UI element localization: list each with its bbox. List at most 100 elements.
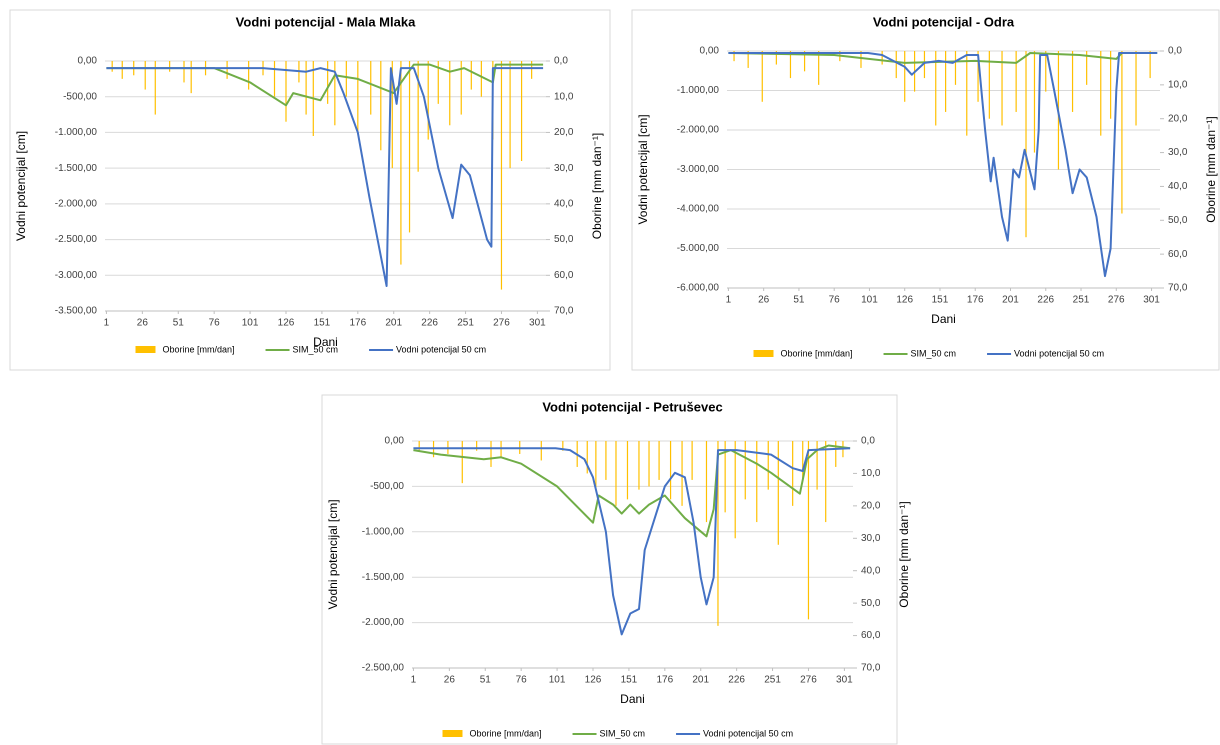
y-tick-label: -2.000,00 xyxy=(362,617,405,628)
x-tick-label: 76 xyxy=(516,675,528,686)
bar xyxy=(605,441,607,480)
x-tick-label: 26 xyxy=(444,675,456,686)
bar xyxy=(669,441,672,500)
bar xyxy=(904,51,906,102)
bar xyxy=(807,441,810,620)
bar xyxy=(449,61,451,126)
bar xyxy=(705,441,708,523)
bar xyxy=(1100,51,1102,136)
bar xyxy=(1121,51,1123,214)
bar xyxy=(1001,51,1003,126)
legend-label: SIM_50 cm xyxy=(293,344,339,354)
bar xyxy=(586,441,588,474)
x-tick-label: 76 xyxy=(829,295,841,306)
bar xyxy=(169,61,171,72)
bar xyxy=(802,441,804,480)
bar xyxy=(816,441,818,490)
x-tick-label: 276 xyxy=(1108,295,1125,306)
legend-label: Oborine [mm/dan] xyxy=(470,728,542,738)
bar xyxy=(226,61,228,79)
y-tick-label: -1.000,00 xyxy=(677,85,720,96)
y-tick-label: -4.000,00 xyxy=(677,204,720,215)
bar xyxy=(531,61,533,79)
x-tick-label: 126 xyxy=(278,318,295,329)
x-tick-label: 151 xyxy=(314,318,331,329)
y-tick-label: -3.500,00 xyxy=(55,306,98,317)
bar xyxy=(285,61,287,122)
x-tick-label: 126 xyxy=(585,675,602,686)
x-tick-label: 101 xyxy=(861,295,878,306)
bar xyxy=(681,441,683,506)
y-tick-label: -1.500,00 xyxy=(55,163,98,174)
x-tick-label: 51 xyxy=(173,318,185,329)
y-tick-label: -500,00 xyxy=(63,91,97,102)
bar xyxy=(144,61,146,90)
y2-tick-label: 20,0 xyxy=(861,500,881,511)
bar xyxy=(408,61,411,233)
y-tick-label: -3.000,00 xyxy=(677,164,720,175)
bar xyxy=(775,51,777,65)
y2-tick-label: 30,0 xyxy=(554,163,574,174)
bar xyxy=(945,51,947,112)
bar xyxy=(767,441,769,490)
legend-swatch xyxy=(442,730,463,737)
y-tick-label: -2.500,00 xyxy=(362,663,405,674)
y-axis-title: Vodni potencijal [cm] xyxy=(326,499,340,609)
x-tick-label: 226 xyxy=(728,675,745,686)
x-tick-label: 301 xyxy=(1143,295,1160,306)
x-tick-label: 251 xyxy=(457,318,474,329)
bar xyxy=(490,441,492,467)
line xyxy=(413,444,851,538)
bar xyxy=(954,51,957,85)
y2-tick-label: 70,0 xyxy=(861,663,881,674)
y2-tick-label: 50,0 xyxy=(554,234,574,245)
bar xyxy=(345,61,347,97)
x-tick-label: 251 xyxy=(1073,295,1090,306)
bar xyxy=(327,61,329,104)
y2-tick-label: 10,0 xyxy=(1168,79,1188,90)
legend-swatch xyxy=(753,350,774,357)
y2-tick-label: 70,0 xyxy=(1168,283,1188,294)
legend-label: Oborine [mm/dan] xyxy=(163,344,235,354)
x-tick-label: 301 xyxy=(529,318,546,329)
bar xyxy=(1015,51,1017,112)
y2-axis-title: Oborine [mm dan⁻¹] xyxy=(590,133,604,239)
y2-tick-label: 60,0 xyxy=(861,630,881,641)
x-tick-label: 276 xyxy=(800,675,817,686)
legend-label: SIM_50 cm xyxy=(600,728,646,738)
bar xyxy=(825,441,827,523)
x-tick-label: 201 xyxy=(385,318,402,329)
bar xyxy=(777,441,779,545)
x-tick-label: 251 xyxy=(764,675,781,686)
bar xyxy=(334,61,336,126)
bar xyxy=(461,441,463,484)
x-tick-label: 151 xyxy=(932,295,949,306)
bar xyxy=(835,441,837,467)
y2-tick-label: 70,0 xyxy=(554,306,574,317)
y2-tick-label: 10,0 xyxy=(554,91,574,102)
bar xyxy=(724,441,726,513)
bar xyxy=(717,441,719,626)
x-tick-label: 226 xyxy=(421,318,438,329)
legend-label: Vodni potencijal 50 cm xyxy=(396,344,486,354)
x-tick-label: 176 xyxy=(656,675,673,686)
bar xyxy=(248,61,250,90)
y2-tick-label: 0,0 xyxy=(1168,46,1182,57)
bar xyxy=(1135,51,1137,126)
bar xyxy=(638,441,640,490)
bar xyxy=(923,51,926,79)
bar xyxy=(380,61,382,151)
chart-title: Vodni potencijal - Mala Mlaka xyxy=(236,14,416,29)
bar xyxy=(273,61,276,97)
bar xyxy=(437,61,439,104)
x-tick-label: 1 xyxy=(411,675,417,686)
bar xyxy=(540,441,542,461)
x-tick-label: 176 xyxy=(349,318,366,329)
x-tick-label: 226 xyxy=(1037,295,1054,306)
x-tick-label: 151 xyxy=(621,675,638,686)
bar xyxy=(761,51,763,102)
x-tick-label: 1 xyxy=(104,318,110,329)
bar xyxy=(733,51,735,62)
y2-tick-label: 10,0 xyxy=(861,468,881,479)
